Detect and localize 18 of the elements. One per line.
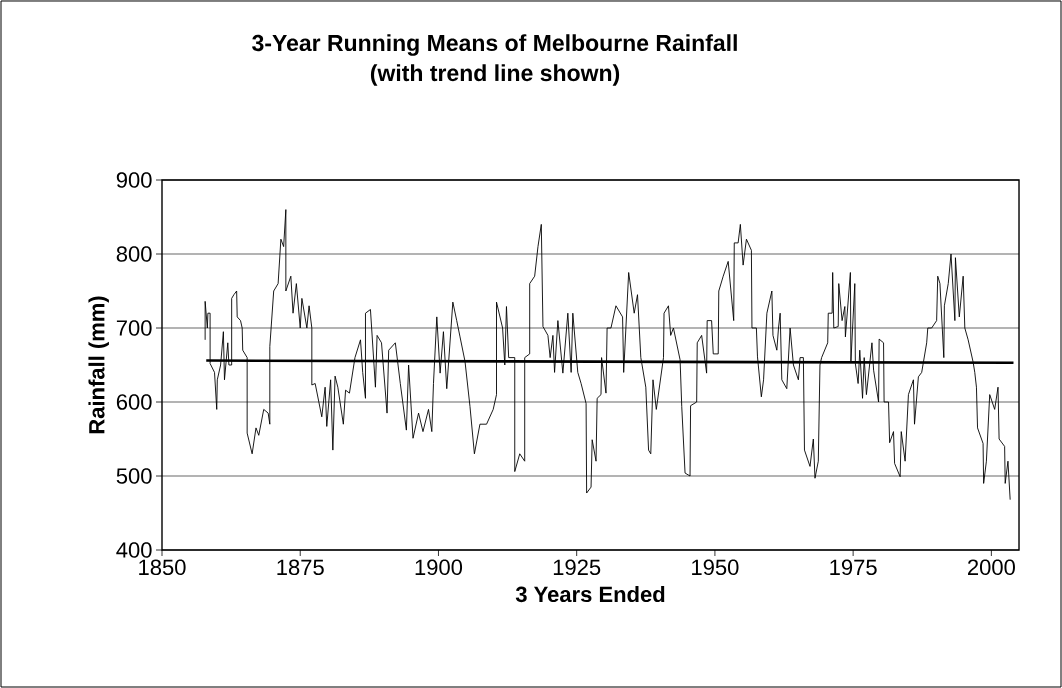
line-series <box>204 209 1011 501</box>
x-tick-label: 1875 <box>277 559 324 576</box>
x-tick-label: 1925 <box>553 559 601 576</box>
chart-title: 3-Year Running Means of Melbourne Rainfall <box>252 34 737 56</box>
chart-subtitle: (with trend line shown) <box>370 64 620 86</box>
x-tick-label: 1975 <box>830 559 877 576</box>
y-tick-label: 400 <box>116 542 152 558</box>
x-tick-label: 1850 <box>139 559 186 576</box>
y-tick-label: 500 <box>116 468 152 484</box>
y-tick-label: 900 <box>116 172 152 188</box>
x-tick-label: 2000 <box>968 559 1015 576</box>
y-axis-title: Rainfall (mm) <box>88 296 109 434</box>
y-tick-label: 700 <box>116 320 152 336</box>
y-tick-label: 600 <box>116 394 152 410</box>
y-tick-label: 800 <box>116 246 152 262</box>
x-tick-label: 1900 <box>415 559 463 576</box>
x-tick-label: 1950 <box>692 559 739 576</box>
x-axis-title: 3 Years Ended <box>515 585 665 603</box>
